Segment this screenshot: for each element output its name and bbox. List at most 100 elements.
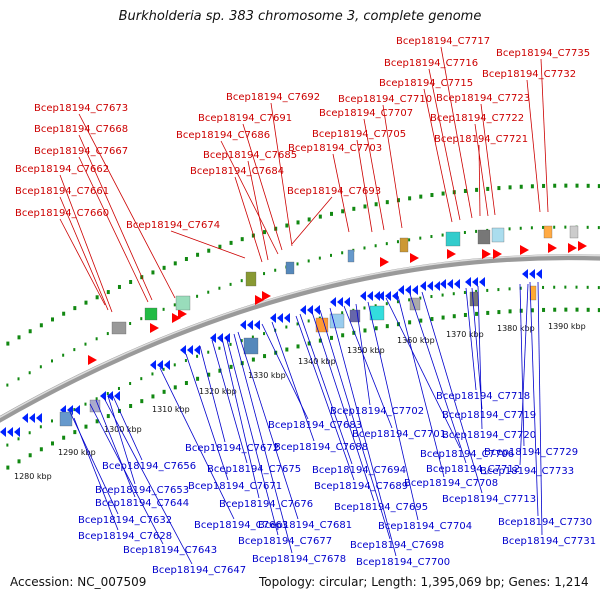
gene-label-bottom[interactable]: Bcep18194_C7731 xyxy=(502,536,596,547)
tick-dot xyxy=(51,419,53,423)
gene-label-bottom[interactable]: Bcep18194_C7712 xyxy=(426,464,520,475)
gene-label-top[interactable]: Bcep18194_C7715 xyxy=(379,78,473,89)
gene-label-bottom[interactable]: Bcep18194_C7676 xyxy=(219,499,313,510)
forward-gene-arrow xyxy=(178,309,187,319)
reverse-gene-arrow xyxy=(254,320,260,330)
leader-line xyxy=(78,113,176,299)
gene-label-top[interactable]: Bcep18194_C7717 xyxy=(396,36,490,47)
gene-label-bottom[interactable]: Bcep18194_C7694 xyxy=(312,465,406,476)
gene-label-top[interactable]: Bcep18194_C7686 xyxy=(176,130,270,141)
tick-dot xyxy=(184,359,187,363)
gene-label-bottom[interactable]: Bcep18194_C7643 xyxy=(123,545,217,556)
gene-block xyxy=(111,321,127,335)
forward-gene-arrow xyxy=(150,323,159,333)
tick-dot xyxy=(28,431,31,435)
gene-label-bottom[interactable]: Bcep18194_C7719 xyxy=(442,410,536,421)
tick-dot xyxy=(374,244,377,248)
gene-label-top[interactable]: Bcep18194_C7722 xyxy=(430,113,524,124)
gene-label-top[interactable]: Bcep18194_C7684 xyxy=(190,166,284,177)
tick-dot xyxy=(508,227,511,231)
gene-label-bottom[interactable]: Bcep18194_C7683 xyxy=(268,420,362,431)
gene-label-bottom[interactable]: Bcep18194_C7695 xyxy=(334,502,428,513)
reverse-gene-arrow xyxy=(434,281,440,291)
leader-line xyxy=(319,309,391,540)
gene-label-top[interactable]: Bcep18194_C7673 xyxy=(34,103,128,114)
gene-label-top[interactable]: Bcep18194_C7660 xyxy=(15,208,109,219)
tick-dot xyxy=(553,225,556,229)
gene-label-top[interactable]: Bcep18194_C7668 xyxy=(34,124,128,135)
gene-label-top[interactable]: Bcep18194_C7674 xyxy=(126,220,220,231)
gene-label-bottom[interactable]: Bcep18194_C7701 xyxy=(352,429,446,440)
gene-label-bottom[interactable]: Bcep18194_C7730 xyxy=(498,517,592,528)
gene-label-bottom[interactable]: Bcep18194_C7671 xyxy=(188,481,282,492)
tick-dot xyxy=(184,381,188,386)
gene-label-bottom[interactable]: Bcep18194_C7647 xyxy=(152,565,246,576)
gene-label-bottom[interactable]: Bcep18194_C7672 xyxy=(185,443,279,454)
gene-label-bottom[interactable]: Bcep18194_C7733 xyxy=(480,466,574,477)
scale-label: 1310 kbp xyxy=(152,405,190,414)
forward-gene-arrow xyxy=(262,291,271,301)
gene-label-top[interactable]: Bcep18194_C7685 xyxy=(203,150,297,161)
gene-label-bottom[interactable]: Bcep18194_C7681 xyxy=(258,520,352,531)
gene-label-bottom[interactable]: Bcep18194_C7675 xyxy=(207,464,301,475)
gene-label-bottom[interactable]: Bcep18194_C7706 xyxy=(420,449,514,460)
leader-line xyxy=(291,196,333,245)
leader-line xyxy=(69,411,119,515)
gene-label-bottom[interactable]: Bcep18194_C7720 xyxy=(442,430,536,441)
gene-label-bottom[interactable]: Bcep18194_C7628 xyxy=(78,531,172,542)
gene-label-top[interactable]: Bcep18194_C7661 xyxy=(15,186,109,197)
tick-dot xyxy=(430,317,434,322)
gene-label-top[interactable]: Bcep18194_C7705 xyxy=(312,129,406,140)
gene-label-bottom[interactable]: Bcep18194_C7729 xyxy=(484,447,578,458)
tick-dot xyxy=(363,246,366,250)
gene-label-bottom[interactable]: Bcep18194_C7653 xyxy=(95,485,189,496)
leader-line xyxy=(540,58,549,213)
gene-label-bottom[interactable]: Bcep18194_C7713 xyxy=(442,494,536,505)
leader-line xyxy=(220,140,279,255)
tick-dot xyxy=(542,307,546,312)
tick-dot xyxy=(597,184,600,189)
gene-label-bottom[interactable]: Bcep18194_C7678 xyxy=(252,554,346,565)
gene-label-top[interactable]: Bcep18194_C7732 xyxy=(482,69,576,80)
gene-label-bottom[interactable]: Bcep18194_C7702 xyxy=(330,406,424,417)
gene-label-bottom[interactable]: Bcep18194_C7688 xyxy=(274,442,368,453)
gene-label-top[interactable]: Bcep18194_C7707 xyxy=(319,108,413,119)
gene-label-top[interactable]: Bcep18194_C7721 xyxy=(434,134,528,145)
gene-label-top[interactable]: Bcep18194_C7693 xyxy=(287,186,381,197)
tick-dot xyxy=(463,312,467,317)
gene-label-top[interactable]: Bcep18194_C7662 xyxy=(15,164,109,175)
gene-label-bottom[interactable]: Bcep18194_C7689 xyxy=(314,481,408,492)
gene-label-top[interactable]: Bcep18194_C7703 xyxy=(288,143,382,154)
gene-label-bottom[interactable]: Bcep18194_C7700 xyxy=(356,557,450,568)
leader-line xyxy=(519,283,525,447)
gene-label-top[interactable]: Bcep18194_C7735 xyxy=(496,48,590,59)
gene-label-bottom[interactable]: Bcep18194_C7663 xyxy=(194,520,288,531)
gene-label-bottom[interactable]: Bcep18194_C7704 xyxy=(378,521,472,532)
gene-label-top[interactable]: Bcep18194_C7692 xyxy=(226,92,320,103)
scale-label: 1350 kbp xyxy=(347,346,385,355)
reverse-gene-arrow xyxy=(398,285,404,295)
leader-line xyxy=(465,287,477,391)
tick-dot xyxy=(330,335,333,340)
tick-dot-rings xyxy=(6,183,600,470)
gene-label-top[interactable]: Bcep18194_C7691 xyxy=(198,113,292,124)
tick-dot xyxy=(408,238,411,242)
gene-label-top[interactable]: Bcep18194_C7710 xyxy=(338,94,432,105)
gene-label-bottom[interactable]: Bcep18194_C7718 xyxy=(436,391,530,402)
gene-label-top[interactable]: Bcep18194_C7667 xyxy=(34,146,128,157)
leader-line xyxy=(367,301,419,521)
tick-dot xyxy=(330,253,332,257)
gene-label-bottom[interactable]: Bcep18194_C7698 xyxy=(350,540,444,551)
tick-dot xyxy=(430,235,433,239)
gene-label-bottom[interactable]: Bcep18194_C7677 xyxy=(238,536,332,547)
tick-dot xyxy=(463,230,466,234)
gene-label-bottom[interactable]: Bcep18194_C7632 xyxy=(78,515,172,526)
gene-label-bottom[interactable]: Bcep18194_C7708 xyxy=(404,478,498,489)
gene-label-bottom[interactable]: Bcep18194_C7644 xyxy=(95,498,189,509)
tick-dot xyxy=(6,341,10,346)
gene-label-top[interactable]: Bcep18194_C7723 xyxy=(436,93,530,104)
leader-line xyxy=(421,291,483,494)
gene-label-bottom[interactable]: Bcep18194_C7656 xyxy=(102,461,196,472)
gene-label-top[interactable]: Bcep18194_C7716 xyxy=(384,58,478,69)
